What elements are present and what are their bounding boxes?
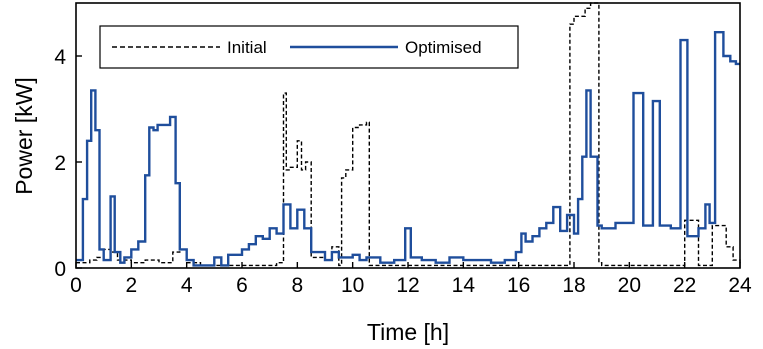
- y-tick-label: 2: [54, 152, 66, 175]
- y-tick-label: 0: [54, 258, 66, 281]
- x-tick-label: 8: [291, 274, 303, 297]
- series-optimised-line: [76, 31, 740, 267]
- legend-optimised-label: Optimised: [405, 38, 482, 57]
- x-tick-label: 12: [396, 274, 419, 297]
- x-tick-label: 18: [562, 274, 585, 297]
- x-tick-label: 6: [236, 274, 248, 297]
- plot-lines: [76, 2, 741, 267]
- y-axis-label: Power [kW]: [11, 77, 37, 195]
- x-axis-ticks: 0 2 4 6 8 10 12 14 16 18 20 22 24: [70, 262, 752, 297]
- x-tick-label: 10: [341, 274, 364, 297]
- x-tick-label: 4: [181, 274, 193, 297]
- x-tick-label: 20: [618, 274, 641, 297]
- legend: Initial Optimised: [99, 25, 519, 69]
- series-initial-line: [76, 2, 741, 267]
- y-axis-ticks: 0 2 4: [54, 46, 82, 281]
- y-tick-label: 4: [54, 46, 66, 69]
- x-tick-label: 16: [507, 274, 530, 297]
- x-axis-label: Time [h]: [367, 319, 449, 345]
- x-tick-label: 0: [70, 274, 82, 297]
- x-tick-label: 24: [728, 274, 752, 297]
- x-tick-label: 14: [452, 274, 476, 297]
- x-tick-label: 22: [673, 274, 696, 297]
- x-tick-label: 2: [125, 274, 137, 297]
- legend-initial-label: Initial: [227, 38, 267, 57]
